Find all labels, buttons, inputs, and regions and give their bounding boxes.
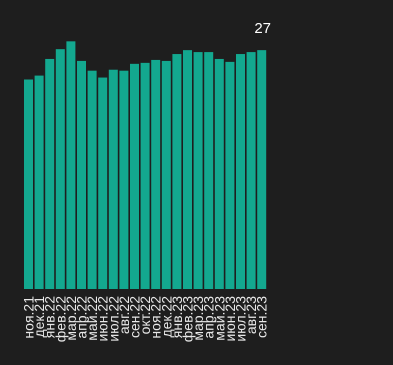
- x-tick-label: дек.22: [158, 296, 174, 338]
- x-tick-label: ноя.21: [21, 296, 37, 339]
- x-tick-label: июл.23: [233, 296, 249, 342]
- x-tick-label: янв.22: [42, 296, 58, 338]
- bar-янв.23: [172, 54, 182, 289]
- bar-фев.23: [183, 50, 192, 289]
- x-tick-labels: ноя.21дек.21янв.22фев.22мар.22апр.22май.…: [21, 296, 270, 342]
- bar-ноя.22: [151, 59, 161, 290]
- bar-авг.22: [119, 70, 129, 289]
- bar-дек.22: [161, 60, 171, 289]
- x-tick-label: мар.22: [63, 296, 79, 341]
- x-tick-label: июн.23: [222, 296, 238, 342]
- bar-дек.21: [34, 75, 44, 289]
- bar-авг.23: [246, 52, 256, 290]
- x-tick-label: май.22: [84, 296, 100, 341]
- x-tick-label: фев.22: [52, 296, 68, 342]
- x-tick-label: май.23: [211, 296, 227, 341]
- bar-окт.22: [140, 62, 150, 289]
- bar-июн.22: [98, 77, 108, 289]
- bar-мар.22: [66, 41, 76, 289]
- bar-май.22: [87, 70, 97, 289]
- x-tick-label: окт.22: [137, 296, 153, 335]
- bar-сен.22: [130, 63, 139, 290]
- data-labels: 27: [254, 20, 271, 37]
- x-tick-label: сен.23: [254, 296, 270, 338]
- bar-мар.23: [193, 52, 203, 290]
- x-tick-label: апр.22: [74, 296, 90, 339]
- x-tick-label: дек.21: [31, 296, 47, 338]
- bar-сен.23: [257, 50, 267, 289]
- x-tick-label: июн.22: [95, 296, 111, 342]
- bar-июл.23: [236, 54, 245, 289]
- bar-фев.22: [55, 49, 65, 289]
- x-tick-label: янв.23: [169, 296, 185, 338]
- x-tick-label: фев.23: [180, 296, 196, 342]
- bar-июн.23: [225, 61, 235, 289]
- x-tick-label: июл.22: [105, 296, 121, 342]
- x-tick-label: мар.23: [190, 296, 206, 341]
- bar-июл.22: [108, 69, 118, 289]
- bar-апр.23: [204, 52, 214, 290]
- x-tick-label: ноя.22: [148, 296, 164, 339]
- x-tick-label: апр.23: [201, 296, 217, 339]
- x-tick-label: авг.22: [116, 296, 132, 334]
- data-label: 27: [254, 20, 271, 37]
- bars-group: [24, 41, 267, 290]
- x-tick-label: авг.23: [243, 296, 259, 334]
- bar-апр.22: [77, 60, 86, 289]
- bar-янв.22: [45, 58, 55, 290]
- bar-ноя.21: [24, 79, 33, 289]
- bar-май.23: [214, 58, 224, 290]
- x-tick-label: сен.22: [127, 296, 143, 338]
